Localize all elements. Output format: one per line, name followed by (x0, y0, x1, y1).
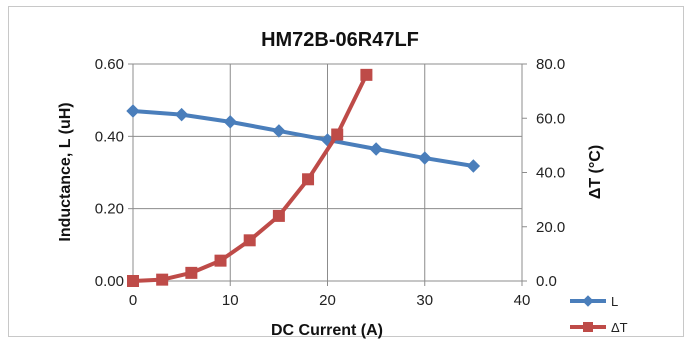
legend-marker-delta-t (583, 322, 593, 332)
inductance-data-point (369, 142, 383, 156)
x-tick-label: 40 (514, 292, 531, 309)
legend-label-inductance: L (611, 294, 618, 309)
y2-tick-label: 60.0 (536, 110, 565, 127)
x-axis-label: DC Current (A) (271, 322, 383, 339)
y2-axis-label: ΔT (°C) (587, 145, 604, 199)
inductance-data-point (174, 107, 189, 122)
delta-t-data-point (272, 209, 285, 222)
y2-tick-label: 0.0 (536, 273, 557, 290)
chart-frame (8, 6, 684, 337)
x-tick-label: 30 (416, 292, 433, 309)
x-tick-label: 0 (129, 292, 137, 309)
y-tick-label: 0.00 (95, 273, 124, 290)
y-tick-label: 0.40 (95, 128, 124, 145)
inductance-data-point (223, 115, 237, 129)
delta-t-data-point (185, 266, 198, 279)
delta-t-data-point (302, 173, 315, 186)
delta-t-data-point (243, 234, 256, 247)
y2-tick-label: 20.0 (536, 219, 565, 236)
y2-tick-label: 80.0 (536, 56, 565, 73)
chart-title: HM72B-06R47LF (261, 29, 419, 51)
y-axis-label: Inductance, L (uH) (57, 102, 74, 241)
x-tick-label: 20 (319, 292, 336, 309)
legend: L ΔT (570, 294, 628, 335)
inductance-data-point (418, 151, 432, 165)
legend-label-delta-t: ΔT (611, 320, 628, 335)
delta-t-series-line (132, 73, 369, 283)
inductance-data-point (272, 124, 286, 138)
delta-t-data-point (156, 273, 169, 286)
delta-t-data-point (360, 68, 373, 81)
y-tick-label: 0.20 (95, 201, 124, 218)
x-tick-label: 10 (222, 292, 239, 309)
y-tick-label: 0.60 (95, 56, 124, 73)
delta-t-data-point (214, 254, 227, 267)
delta-t-data-point (331, 128, 344, 141)
inductance-data-point (466, 159, 481, 173)
legend-marker-inductance (582, 295, 594, 307)
inductance-data-point (126, 104, 140, 118)
delta-t-data-point (127, 275, 139, 287)
y2-tick-label: 40.0 (536, 165, 565, 182)
inductance-series-line (132, 109, 474, 168)
